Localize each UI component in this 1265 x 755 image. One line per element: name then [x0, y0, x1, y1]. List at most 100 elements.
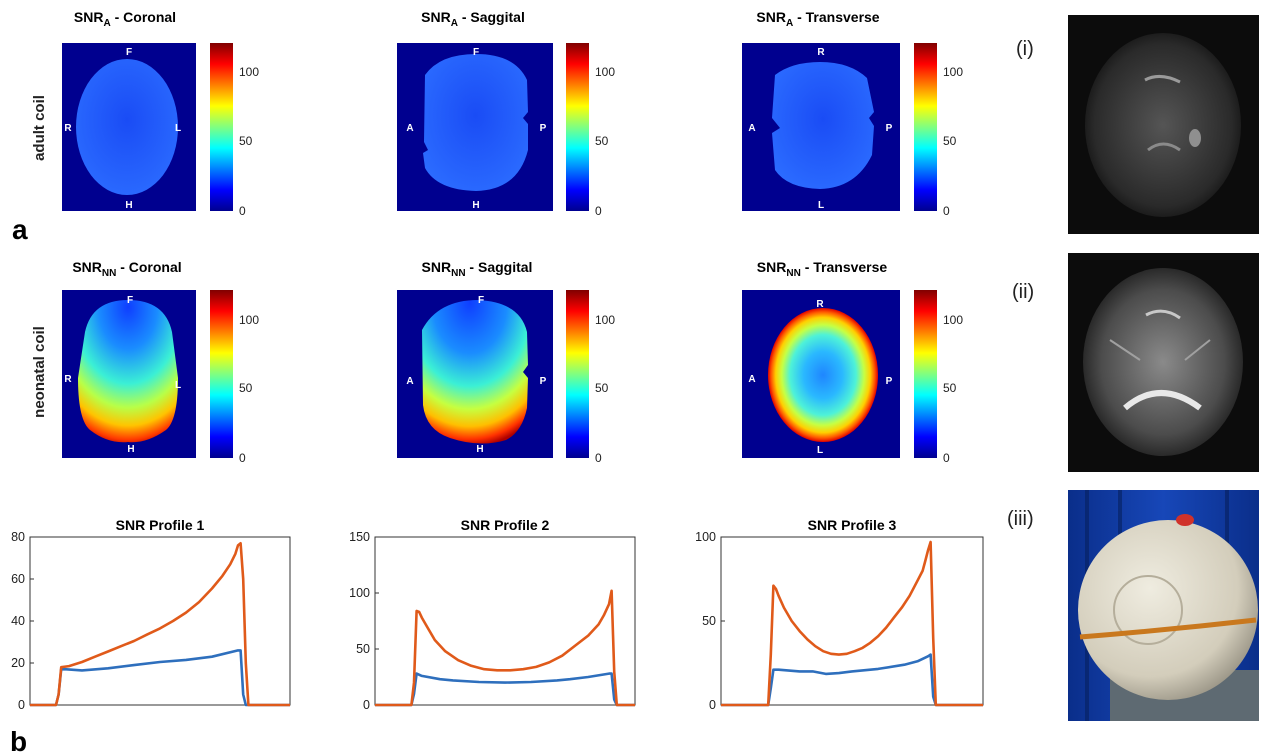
image-label-i: (i) [1016, 38, 1034, 60]
y-tick-label: 80 [11, 530, 25, 544]
y-tick-label: 100 [349, 586, 370, 600]
snr-map-neonatal-coronal: F H R L [62, 290, 196, 458]
colorbar-adult-coronal: 100 50 0 [210, 43, 259, 218]
svg-text:SNRA - Coronal: SNRA - Coronal [74, 9, 176, 29]
map-title-adult-sagittal: SNRA - Saggital [421, 9, 525, 29]
y-tick-label: 150 [349, 530, 370, 544]
y-tick-label: 20 [11, 656, 25, 670]
orientation-right: P [886, 376, 893, 387]
y-tick-label: 100 [695, 530, 716, 544]
chart-title: SNR Profile 1 [116, 517, 205, 533]
image-label-iii: (iii) [1007, 508, 1034, 530]
colorbar-tick: 100 [239, 313, 259, 327]
orientation-bottom: H [127, 444, 134, 455]
colorbar-tick: 0 [595, 204, 602, 218]
y-tick-label: 0 [363, 698, 370, 712]
map-title-neonatal-sagittal: SNRNN - Saggital [422, 259, 533, 279]
svg-text:SNRNN - Saggital: SNRNN - Saggital [422, 259, 533, 279]
orientation-top: F [127, 295, 133, 306]
snr-map-neonatal-sagittal: F H A P [397, 290, 553, 458]
orientation-top: R [816, 299, 824, 310]
svg-text:SNRA - Saggital: SNRA - Saggital [421, 9, 525, 29]
colorbar-tick: 0 [239, 451, 246, 465]
series-line-neonatal [721, 540, 983, 707]
mri-image-adult-coil [1068, 15, 1259, 234]
colorbar-tick: 100 [239, 65, 259, 79]
snr-map-adult-transverse: R L A P [742, 43, 900, 211]
colorbar-tick: 0 [239, 204, 246, 218]
row-label-adult: adult coil [31, 95, 48, 161]
snr-map-adult-sagittal: F H A P [397, 43, 553, 211]
y-tick-label: 60 [11, 572, 25, 586]
colorbar-tick: 50 [239, 381, 253, 395]
y-tick-label: 50 [356, 642, 370, 656]
colorbar-tick: 50 [239, 134, 253, 148]
panel-label-b: b [10, 726, 27, 755]
colorbar-tick: 100 [943, 65, 963, 79]
orientation-bottom: L [818, 200, 824, 211]
orientation-right: L [175, 380, 181, 391]
orientation-left: A [406, 123, 413, 134]
map-title-adult-transverse: SNRA - Transverse [756, 9, 879, 29]
series-line-adult [375, 672, 635, 707]
orientation-right: L [175, 123, 181, 134]
colorbar-tick: 0 [943, 204, 950, 218]
orientation-top: F [478, 295, 484, 306]
colorbar-tick: 100 [595, 65, 615, 79]
colorbar-tick: 100 [943, 313, 963, 327]
svg-text:SNRNN - Coronal: SNRNN - Coronal [72, 259, 181, 279]
orientation-top: F [126, 47, 132, 58]
snr-profile-charts: SNR Profile 1 0 20 40 60 80 SNR Profile 2 0 50 10… [11, 517, 984, 712]
colorbar-adult-transverse: 100 50 0 [914, 43, 963, 218]
plot-area [720, 536, 984, 706]
colorbar-tick: 50 [595, 134, 609, 148]
orientation-bottom: L [817, 445, 823, 456]
orientation-left: A [406, 376, 413, 387]
image-label-ii: (ii) [1012, 281, 1034, 303]
plot-area [29, 536, 291, 706]
orientation-right: P [886, 123, 893, 134]
colorbar-tick: 100 [595, 313, 615, 327]
orientation-left: A [748, 374, 755, 385]
orientation-top: F [473, 47, 479, 58]
orientation-left: R [64, 374, 72, 385]
y-tick-label: 0 [18, 698, 25, 712]
y-tick-label: 0 [709, 698, 716, 712]
series-line-neonatal [30, 541, 290, 707]
panel-label-a: a [12, 214, 28, 245]
mri-image-neonatal-coil [1068, 253, 1259, 472]
map-title-neonatal-coronal: SNRNN - Coronal [72, 259, 181, 279]
y-tick-label: 40 [11, 614, 25, 628]
svg-text:SNRNN - Transverse: SNRNN - Transverse [757, 259, 888, 279]
orientation-left: A [748, 123, 755, 134]
svg-text:SNRA - Transverse: SNRA - Transverse [756, 9, 879, 29]
y-tick-label: 50 [702, 614, 716, 628]
colorbar-tick: 50 [595, 381, 609, 395]
orientation-bottom: H [125, 200, 132, 211]
series-line-adult [721, 653, 983, 707]
map-title-adult-coronal: SNRA - Coronal [74, 9, 176, 29]
colorbar-adult-sagittal: 100 50 0 [566, 43, 615, 218]
colorbar-tick: 50 [943, 134, 957, 148]
snr-profile-chart-3: SNR Profile 3 0 50 100 [695, 517, 984, 712]
colorbar-tick: 50 [943, 381, 957, 395]
snr-map-adult-coronal: F H R L [62, 43, 196, 211]
orientation-right: P [540, 123, 547, 134]
colorbar-tick: 0 [595, 451, 602, 465]
orientation-bottom: H [472, 200, 479, 211]
chart-title: SNR Profile 2 [461, 517, 550, 533]
series-line-neonatal [375, 589, 635, 707]
colorbar-neonatal-coronal: 100 50 0 [210, 290, 259, 465]
snr-profile-chart-2: SNR Profile 2 0 50 100 150 [349, 517, 636, 712]
snr-map-neonatal-transverse: R L A P [742, 290, 900, 458]
orientation-bottom: H [476, 444, 483, 455]
chart-title: SNR Profile 3 [808, 517, 897, 533]
orientation-top: R [817, 47, 825, 58]
map-title-neonatal-transverse: SNRNN - Transverse [757, 259, 888, 279]
row-label-neonatal: neonatal coil [31, 326, 48, 418]
orientation-left: R [64, 123, 72, 134]
colorbar-neonatal-sagittal: 100 50 0 [566, 290, 615, 465]
colorbar-neonatal-transverse: 100 50 0 [914, 290, 963, 465]
snr-profile-chart-1: SNR Profile 1 0 20 40 60 80 [11, 517, 291, 712]
